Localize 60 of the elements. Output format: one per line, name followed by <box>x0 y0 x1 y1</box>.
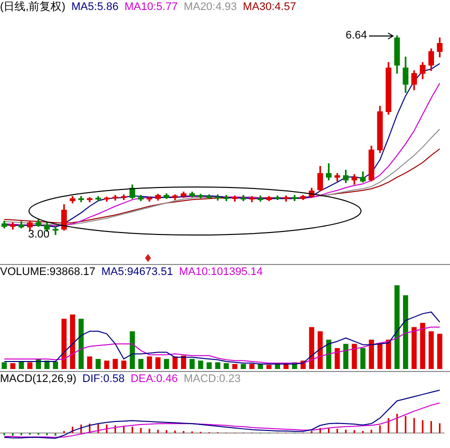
text: MA10:5.77 <box>124 1 178 13</box>
bar <box>326 340 332 369</box>
bar <box>164 358 170 369</box>
bar <box>61 318 67 369</box>
bar <box>420 322 426 369</box>
text: MA5:94673.51 <box>101 266 173 278</box>
bar <box>27 362 32 369</box>
bar <box>70 314 76 369</box>
bar <box>352 344 357 369</box>
bar <box>96 358 101 369</box>
bar <box>224 363 229 369</box>
bar <box>121 360 126 369</box>
text: MA20:4.93 <box>184 1 237 13</box>
bar <box>138 358 144 369</box>
annotation: 3.00 <box>28 228 50 241</box>
bar <box>87 356 92 369</box>
chart-title: MACD(12,26,9) <box>0 373 76 385</box>
bar <box>249 364 254 369</box>
bar <box>309 327 314 369</box>
text: MACD:0.23 <box>184 373 241 385</box>
bar <box>377 344 383 369</box>
bar <box>78 318 84 369</box>
bar <box>232 364 238 369</box>
bar <box>394 285 400 369</box>
bar <box>403 295 408 369</box>
bar <box>437 334 442 369</box>
annotation: 6.64 <box>346 30 368 42</box>
bar <box>206 362 212 369</box>
text: MA30:4.57 <box>242 1 296 13</box>
bar <box>155 357 161 369</box>
bar <box>18 361 24 369</box>
bar <box>215 362 220 369</box>
text: MA10:101395.14 <box>178 266 263 278</box>
bar <box>343 344 348 369</box>
bar <box>172 356 178 369</box>
bar <box>2 362 7 369</box>
bar <box>368 340 374 369</box>
chart-title: VOLUME:93868.17 <box>0 266 96 278</box>
bar <box>104 360 110 369</box>
bar <box>386 340 392 369</box>
bar <box>130 331 135 369</box>
text: DEA:0.46 <box>130 373 178 385</box>
bar <box>10 363 16 369</box>
chart-title: (日线,前复权) <box>0 1 66 13</box>
bar <box>52 361 58 369</box>
bar <box>334 348 340 369</box>
bar <box>412 327 417 369</box>
candlestick <box>52 226 58 235</box>
bar <box>360 348 366 369</box>
bar <box>428 331 434 369</box>
text: MA5:5.86 <box>71 1 118 13</box>
bar <box>112 358 118 369</box>
bar <box>181 356 186 369</box>
text: DIF:0.58 <box>82 373 125 385</box>
bar <box>240 364 246 369</box>
bar <box>318 331 323 369</box>
bar <box>266 364 272 369</box>
bar <box>198 360 204 369</box>
bar <box>146 356 152 369</box>
bar <box>190 358 195 369</box>
